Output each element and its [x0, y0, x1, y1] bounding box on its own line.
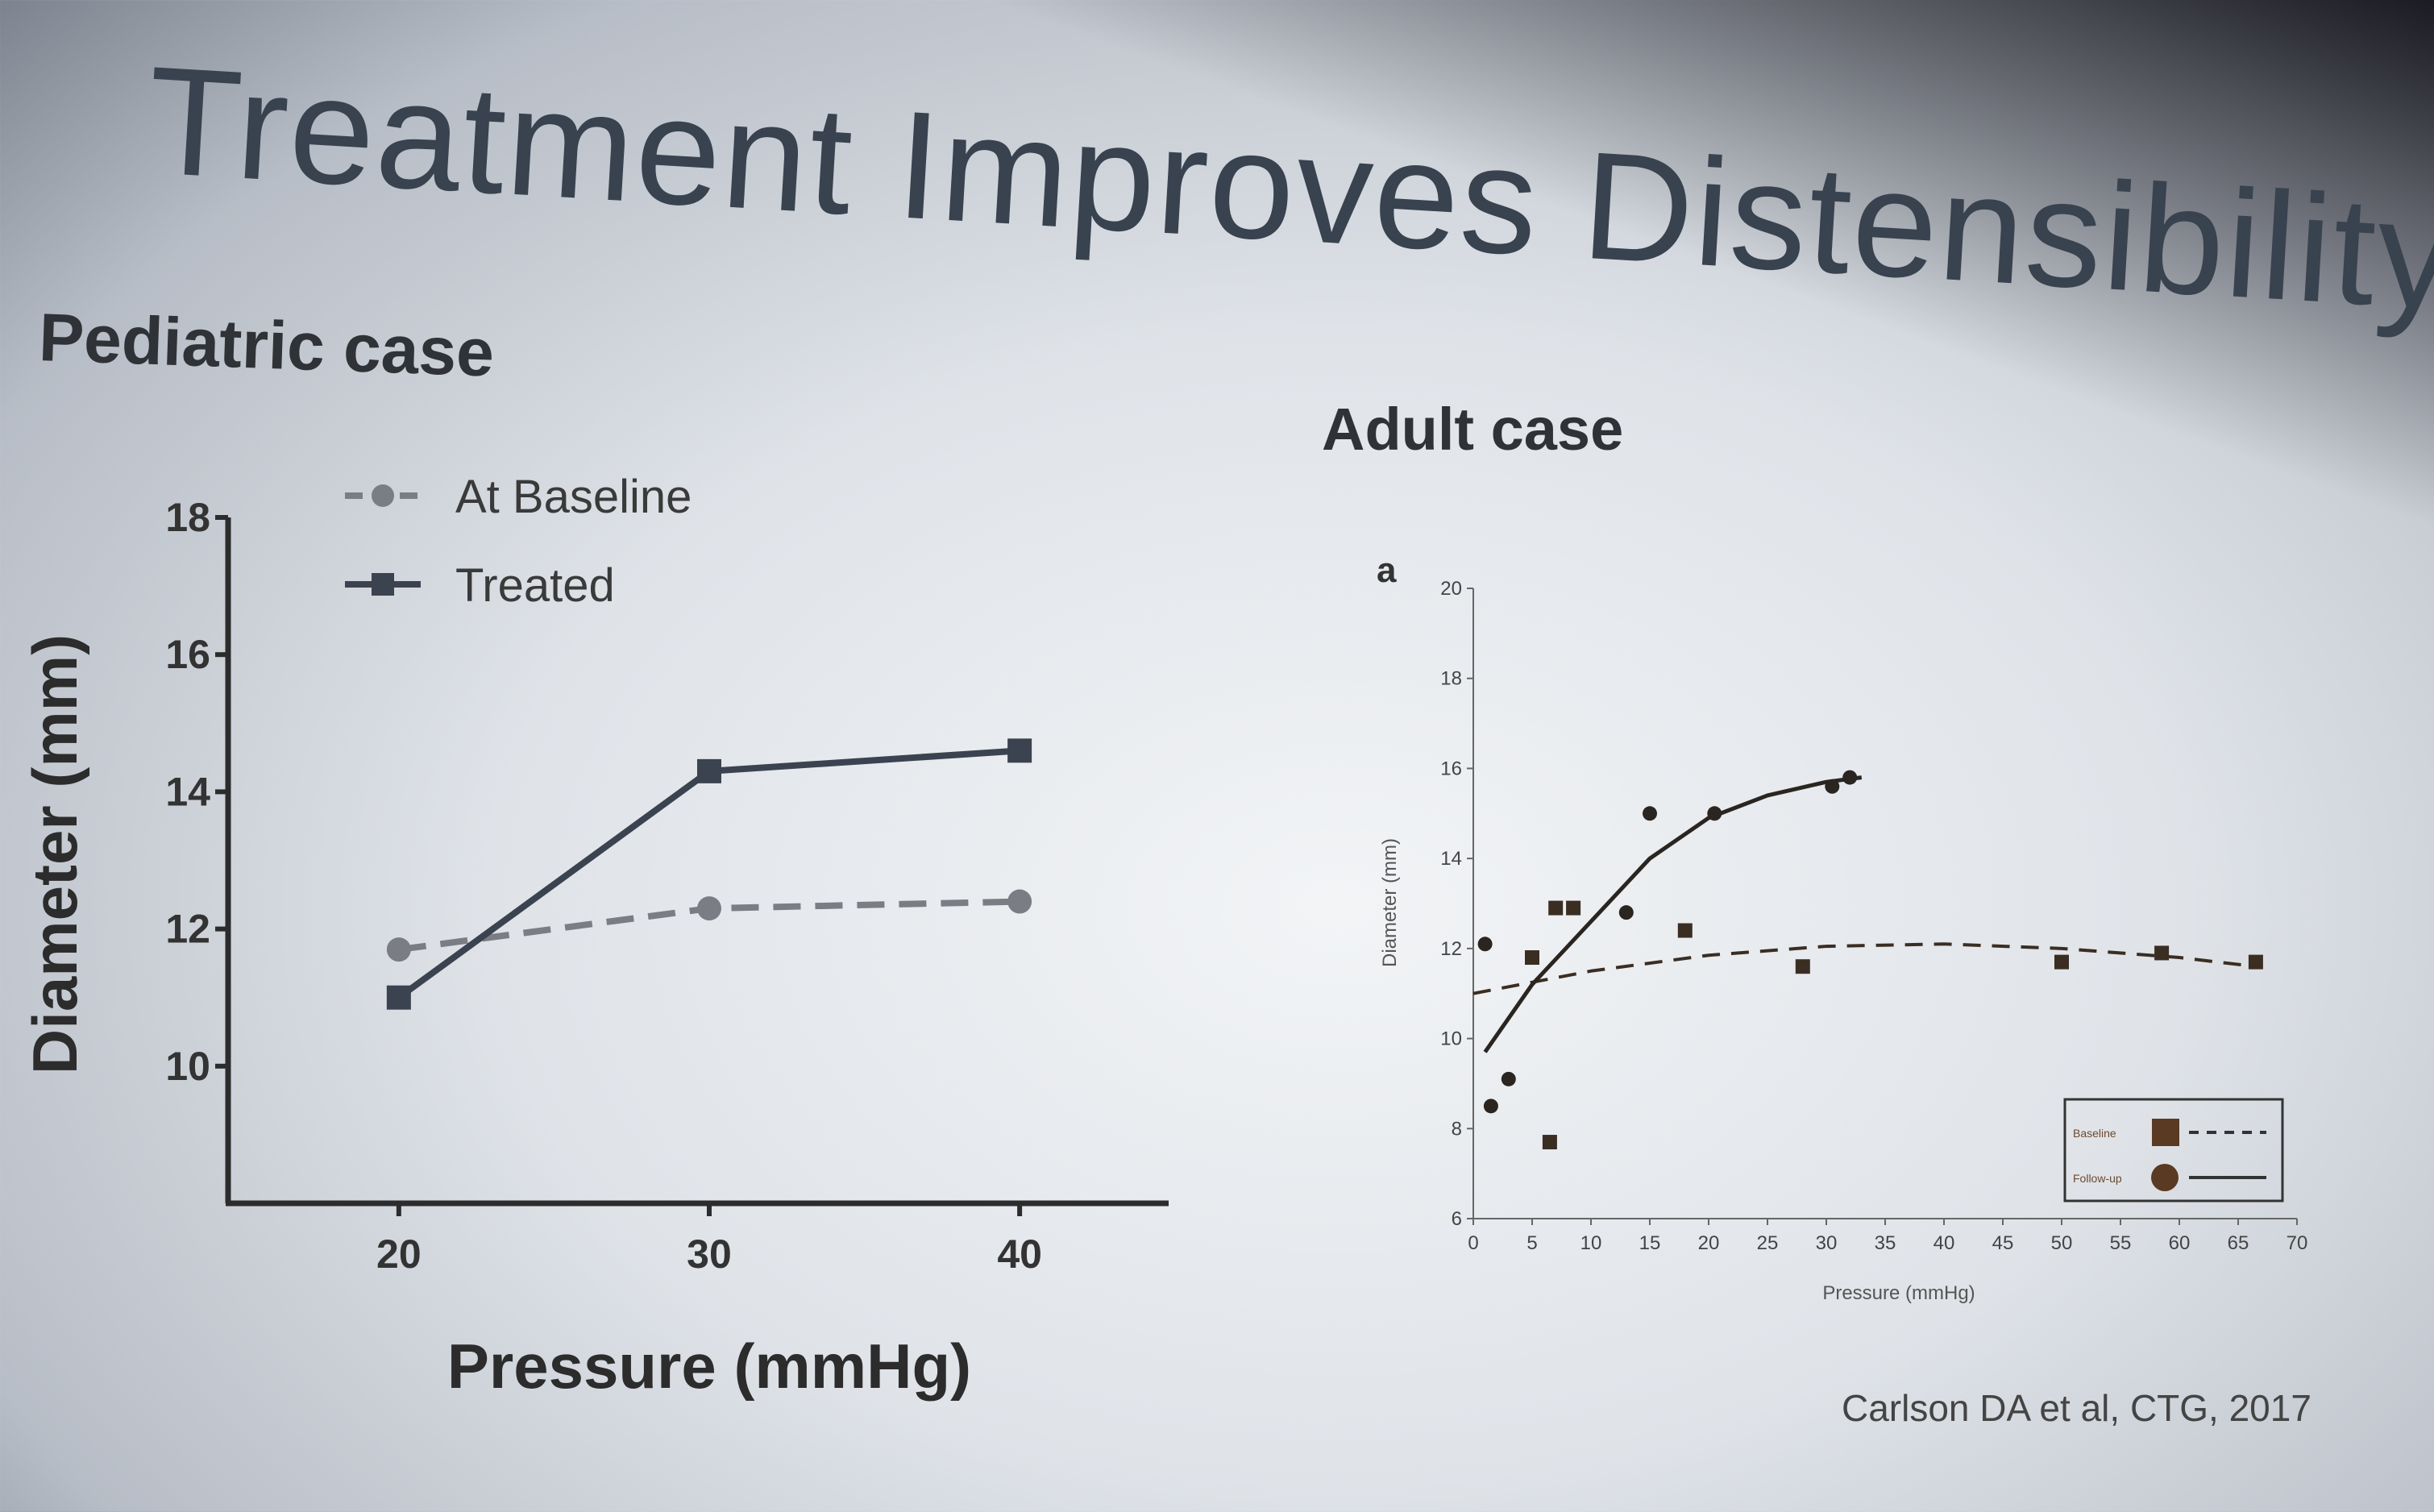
- pediatric-point-baseline: [1007, 889, 1032, 914]
- pediatric-x-tick-label: 40: [997, 1232, 1042, 1277]
- pediatric-y-tick-label: 12: [165, 907, 210, 952]
- panel-letter: a: [1377, 550, 1397, 590]
- pediatric-x-axis-label: Pressure (mmHg): [447, 1331, 971, 1402]
- baseline-point: [1795, 959, 1810, 974]
- pediatric-point-treated: [1007, 738, 1032, 763]
- pediatric-y-tick-label: 14: [165, 769, 210, 814]
- baseline-point: [1525, 950, 1539, 966]
- baseline-point: [2248, 954, 2263, 970]
- baseline-point: [2054, 954, 2069, 970]
- adult-y-tick-label: 18: [1440, 668, 1462, 690]
- follow-up-point: [1842, 770, 1858, 785]
- baseline-fit-curve: [1472, 942, 2257, 995]
- adult-legend-marker: [2152, 1119, 2179, 1146]
- legend-label: At Baseline: [455, 471, 692, 523]
- adult-x-tick-label: 70: [2287, 1232, 2308, 1254]
- pediatric-point-treated: [696, 758, 721, 783]
- follow-up-point: [1501, 1071, 1516, 1086]
- adult-y-tick-label: 16: [1440, 758, 1462, 779]
- adult-y-tick-label: 14: [1440, 848, 1462, 870]
- adult-y-tick-label: 6: [1452, 1208, 1462, 1230]
- citation: Carlson DA et al, CTG, 2017: [1842, 1387, 2311, 1429]
- adult-x-tick-label: 60: [2169, 1232, 2191, 1254]
- adult-x-tick-label: 35: [1875, 1232, 1896, 1254]
- adult-y-tick-label: 10: [1440, 1028, 1462, 1050]
- adult-x-tick-label: 55: [2110, 1232, 2132, 1254]
- adult-y-tick-label: 12: [1440, 938, 1462, 960]
- follow-up-point: [1477, 937, 1493, 952]
- follow-up-point: [1618, 905, 1634, 920]
- follow-up-point: [1825, 779, 1840, 794]
- pediatric-y-tick-label: 16: [165, 632, 210, 677]
- adult-x-tick-label: 15: [1639, 1232, 1661, 1254]
- follow-up-point: [1643, 806, 1657, 821]
- baseline-point: [1548, 900, 1564, 916]
- adult-x-tick-label: 0: [1468, 1232, 1478, 1254]
- adult-x-tick-label: 20: [1698, 1232, 1720, 1254]
- adult-legend-label: Baseline: [2073, 1127, 2116, 1140]
- adult-x-tick-label: 40: [1933, 1232, 1955, 1254]
- follow-up-fit-curve: [1483, 775, 1863, 1053]
- pediatric-point-treated: [386, 985, 411, 1010]
- adult-y-tick-label: 20: [1440, 578, 1462, 600]
- adult-x-axis-label: Pressure (mmHg): [1822, 1282, 1975, 1304]
- legend-marker: [372, 573, 394, 596]
- adult-x-tick-label: 45: [1992, 1232, 2014, 1254]
- adult-y-tick-label: 8: [1452, 1118, 1462, 1140]
- adult-y-axis-label: Diameter (mm): [1379, 838, 1401, 967]
- adult-x-tick-label: 30: [1816, 1232, 1838, 1254]
- adult-x-tick-label: 65: [2228, 1232, 2249, 1254]
- pediatric-y-axis-label: Diameter (mm): [19, 634, 90, 1074]
- adult-legend-label: Follow-up: [2073, 1172, 2122, 1185]
- pediatric-x-tick-label: 30: [687, 1232, 732, 1277]
- pediatric-y-tick-label: 18: [165, 495, 210, 540]
- baseline-point: [1677, 923, 1693, 938]
- pediatric-point-baseline: [386, 937, 411, 962]
- follow-up-point: [1483, 1099, 1498, 1114]
- pediatric-y-tick-label: 10: [165, 1044, 210, 1089]
- adult-legend-box: [2063, 1098, 2284, 1203]
- adult-x-tick-label: 50: [2051, 1232, 2073, 1254]
- pediatric-point-baseline: [696, 896, 721, 921]
- adult-legend-marker: [2151, 1164, 2179, 1191]
- adult-x-tick-label: 10: [1580, 1232, 1602, 1254]
- adult-panel-title: Adult case: [1322, 396, 1624, 463]
- baseline-point: [1566, 900, 1581, 916]
- baseline-point: [1542, 1135, 1557, 1150]
- pediatric-x-tick-label: 20: [376, 1232, 422, 1277]
- legend-label: Treated: [455, 559, 615, 612]
- legend-marker: [372, 484, 394, 507]
- baseline-point: [2154, 945, 2170, 961]
- follow-up-point: [1707, 806, 1722, 821]
- adult-x-tick-label: 5: [1526, 1232, 1537, 1254]
- adult-x-tick-label: 25: [1757, 1232, 1779, 1254]
